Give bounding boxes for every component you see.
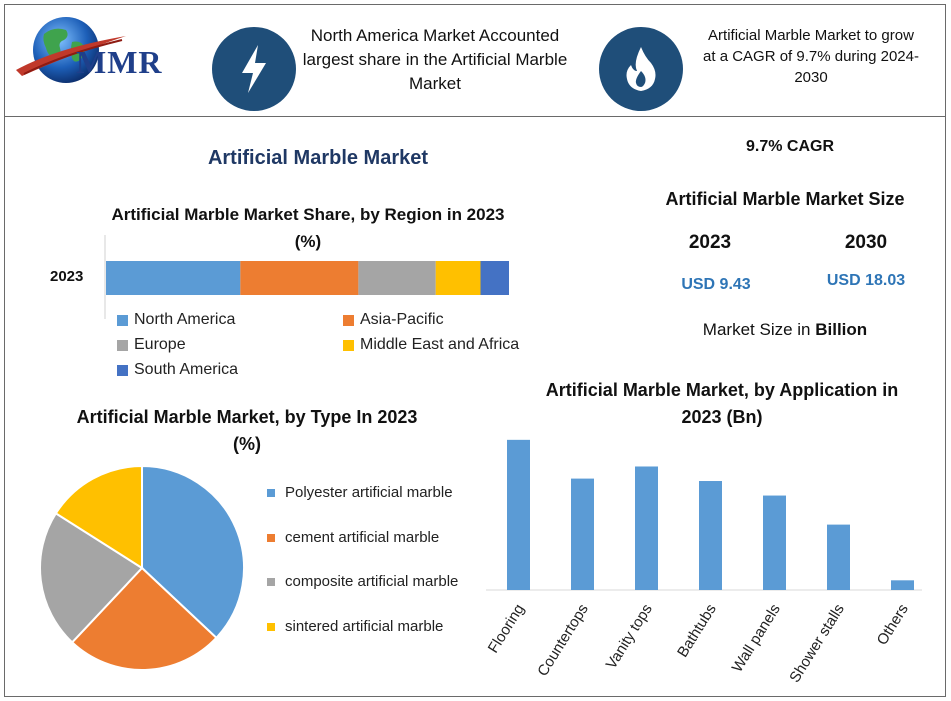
region-category-label: 2023 (50, 268, 84, 285)
application-bar-0 (507, 439, 530, 590)
legend-europe: Europe (117, 336, 186, 354)
application-tick-label-3: Bathtubs (674, 601, 720, 660)
legend-polyester: Polyester artificial marble (267, 484, 453, 501)
logo-text: MMR (76, 44, 163, 80)
application-bar-2 (635, 466, 658, 590)
pie-slice-1 (70, 566, 218, 671)
globe-icon (16, 17, 126, 83)
application-tick-label-4: Wall panels (729, 601, 784, 675)
pie-slice-2 (39, 511, 144, 644)
legend-swatch (267, 533, 275, 542)
legend-cement: cement artificial marble (267, 529, 439, 546)
application-tick-label-5: Shower stalls (786, 601, 848, 686)
legend-asia-pacific: Asia-Pacific (343, 311, 444, 329)
legend-south-america: South America (117, 361, 238, 379)
region-bar-segment-2 (358, 261, 436, 295)
legend-north-america: North America (117, 311, 235, 329)
page-title: Artificial Marble Market (207, 147, 429, 169)
region-bar-segment-3 (435, 261, 481, 295)
header-divider (4, 116, 946, 117)
application-tick-label-2: Vanity tops (603, 601, 656, 672)
application-bar-4 (763, 495, 786, 590)
legend-middle-east-africa: Middle East and Africa (343, 336, 519, 354)
legend-swatch (267, 622, 275, 631)
application-bar-6 (891, 580, 914, 590)
application-tick-label-1: Countertops (534, 601, 592, 679)
legend-composite: composite artificial marble (267, 573, 458, 590)
logo (14, 12, 194, 92)
application-tick-label-6: Others (874, 601, 912, 648)
application-bar-chart: Flooring Countertops Vanity tops Bathtubs Wa… (485, 439, 922, 686)
legend-swatch (343, 339, 354, 351)
legend-swatch (117, 364, 128, 376)
value-2030: USD 18.03 (826, 272, 906, 289)
legend-swatch (117, 314, 128, 326)
lightning-icon (212, 27, 296, 111)
region-bar-segment-1 (240, 261, 359, 295)
region-bar-segment-0 (106, 261, 241, 295)
type-pie-chart (39, 464, 245, 671)
year-2023-label: 2023 (688, 232, 732, 253)
header-market-share-text: North America Market Accounted largest s… (302, 26, 568, 93)
type-chart-title: Artificial Marble Market, by Type In 202… (76, 407, 418, 454)
application-chart-title: Artificial Marble Market, by Application… (545, 380, 899, 427)
legend-swatch (267, 488, 275, 497)
legend-swatch (343, 314, 354, 326)
application-bar-1 (571, 478, 594, 590)
header-cagr-text: Artificial Marble Market to grow at a CA… (703, 27, 919, 86)
application-bar-3 (699, 481, 722, 590)
application-bar-5 (827, 524, 850, 590)
legend-swatch (267, 577, 275, 586)
legend-swatch (117, 339, 128, 351)
market-size-title: Artificial Marble Market Size (665, 189, 905, 209)
value-2023: USD 9.43 (681, 276, 751, 293)
legend-sintered: sintered artificial marble (267, 618, 443, 635)
application-tick-label-0: Flooring (485, 601, 528, 656)
flame-icon (599, 27, 683, 111)
region-chart-title: Artificial Marble Market Share, by Regio… (111, 205, 505, 251)
market-size-note: Market Size in Billion (702, 320, 868, 339)
pie-slice-3 (54, 464, 143, 570)
cagr-label: 9.7% CAGR (745, 138, 835, 155)
region-stacked-bar (104, 235, 509, 319)
region-bar-segment-4 (480, 261, 509, 295)
pie-slice-0 (141, 464, 245, 640)
outer-frame (4, 4, 946, 697)
year-2030-label: 2030 (844, 232, 888, 253)
